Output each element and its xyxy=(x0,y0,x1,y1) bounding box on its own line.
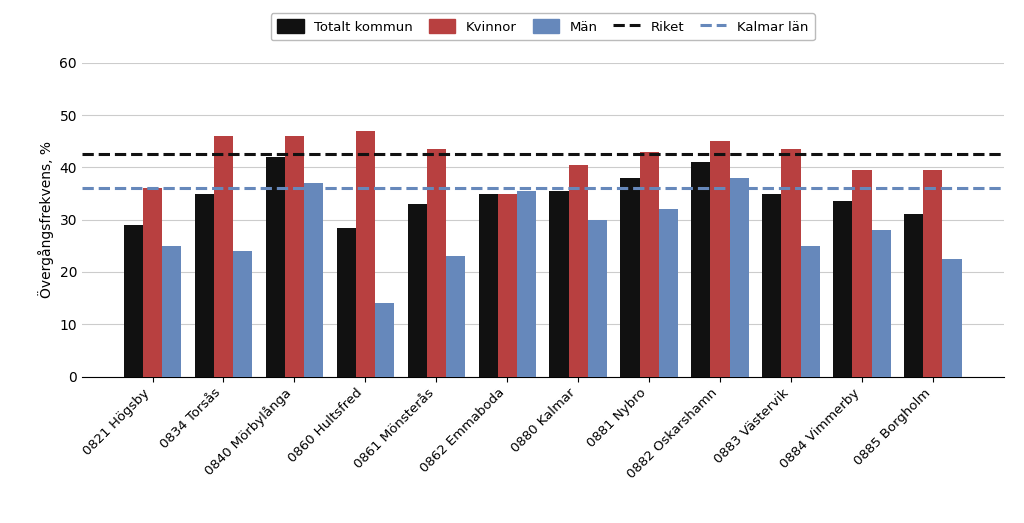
Bar xyxy=(337,228,355,377)
Bar xyxy=(285,136,304,377)
Bar xyxy=(658,209,678,377)
Bar xyxy=(550,191,568,377)
Bar xyxy=(162,246,181,377)
Bar xyxy=(762,194,781,377)
Bar xyxy=(195,194,214,377)
Bar xyxy=(214,136,233,377)
Bar xyxy=(408,204,427,377)
Bar xyxy=(355,131,375,377)
Bar xyxy=(852,170,871,377)
Bar xyxy=(942,259,962,377)
Bar xyxy=(834,201,852,377)
Bar xyxy=(143,188,162,377)
Bar xyxy=(445,256,465,377)
Bar xyxy=(871,230,891,377)
Bar xyxy=(640,152,658,377)
Bar xyxy=(924,170,942,377)
Bar xyxy=(517,191,536,377)
Bar xyxy=(730,178,749,377)
Bar xyxy=(588,220,607,377)
Bar xyxy=(427,149,445,377)
Bar xyxy=(498,194,517,377)
Y-axis label: Övergångsfrekvens, %: Övergångsfrekvens, % xyxy=(38,141,54,298)
Bar xyxy=(304,183,324,377)
Bar xyxy=(124,225,143,377)
Bar xyxy=(478,194,498,377)
Bar xyxy=(904,214,924,377)
Bar xyxy=(568,165,588,377)
Legend: Totalt kommun, Kvinnor, Män, Riket, Kalmar län: Totalt kommun, Kvinnor, Män, Riket, Kalm… xyxy=(270,13,815,40)
Bar xyxy=(801,246,820,377)
Bar xyxy=(265,157,285,377)
Bar xyxy=(781,149,801,377)
Bar xyxy=(691,162,711,377)
Bar xyxy=(621,178,640,377)
Bar xyxy=(375,303,394,377)
Bar xyxy=(233,251,252,377)
Bar xyxy=(711,141,730,377)
